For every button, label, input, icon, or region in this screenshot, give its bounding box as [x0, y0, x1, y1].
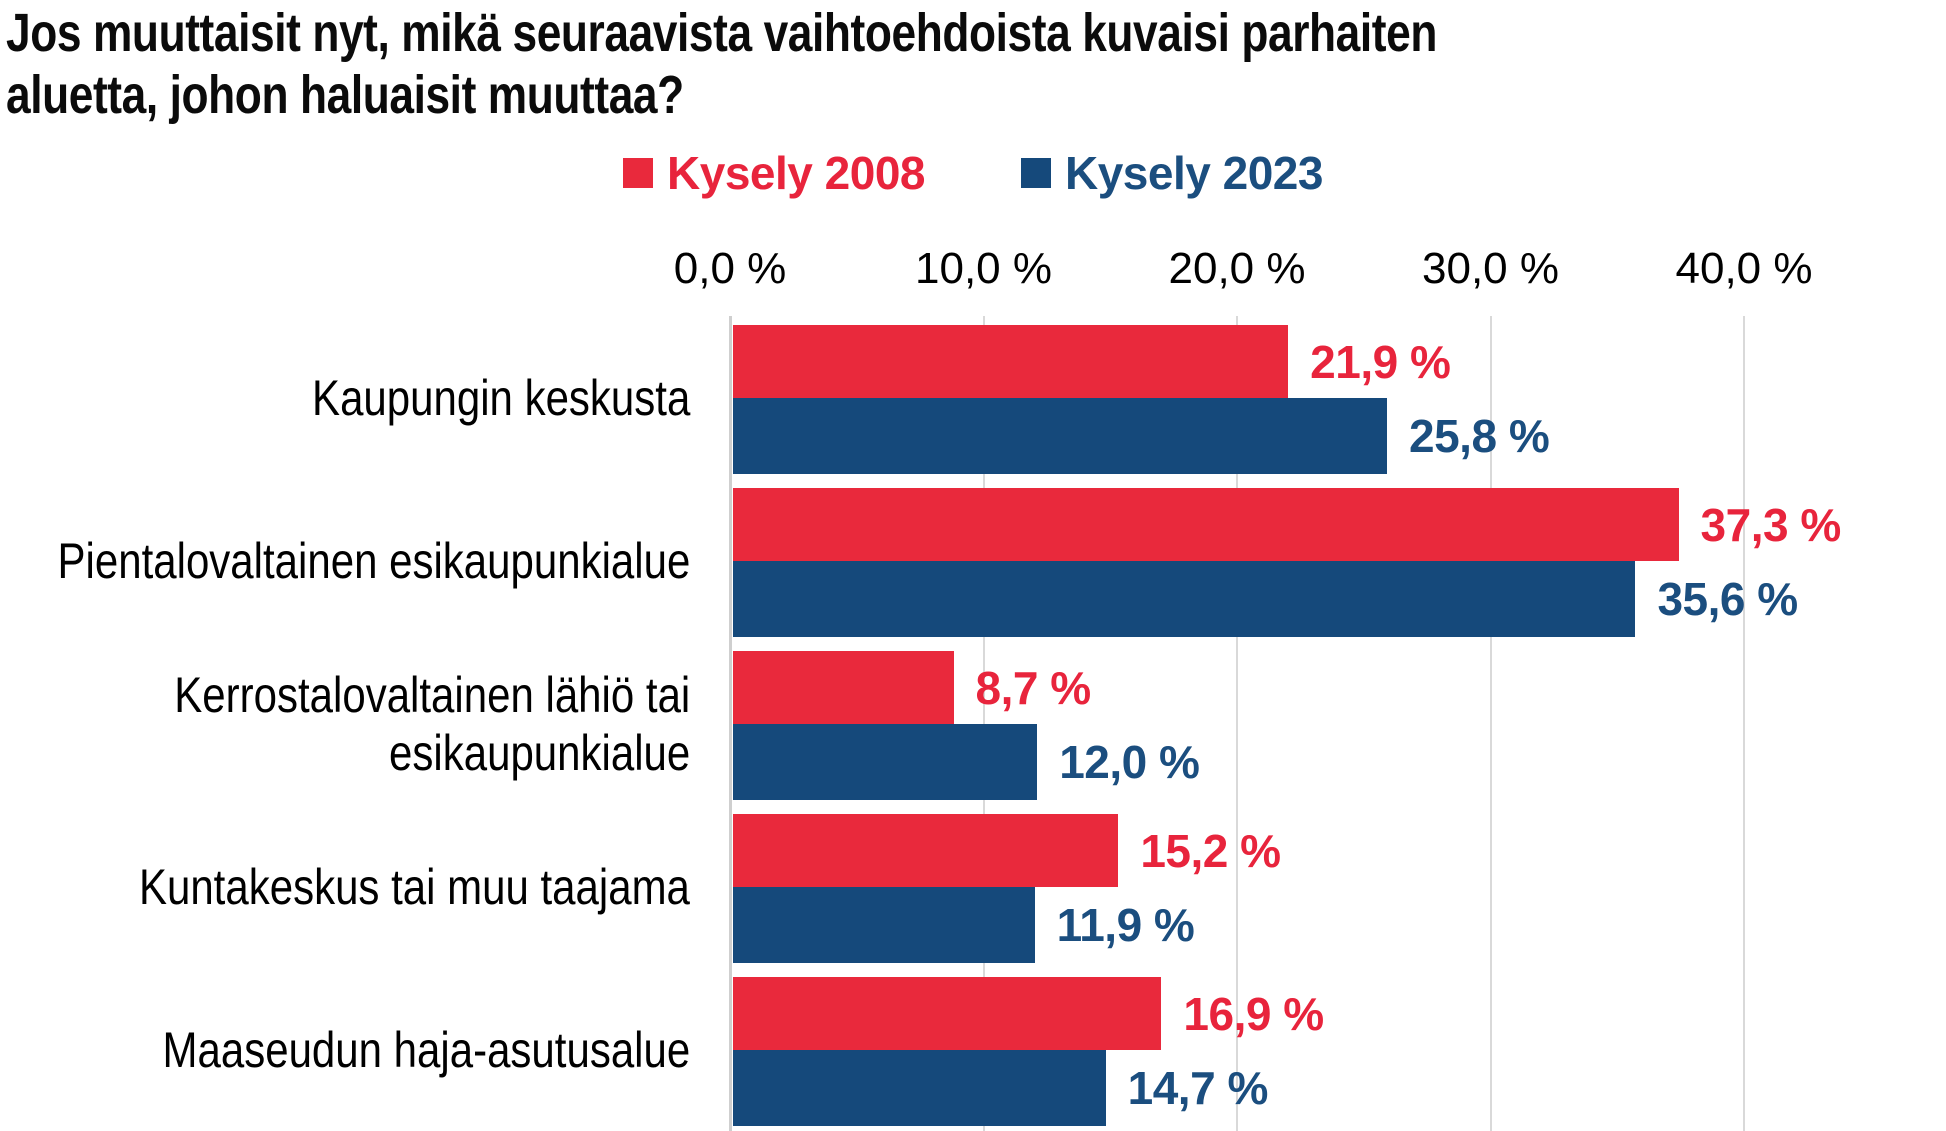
bar-kysely-2023-kuntakeskus-tai-muu-taajama	[733, 887, 1035, 963]
category-label-pientalovaltainen-esikaupunkialue: Pientalovaltainen esikaupunkialue	[0, 479, 690, 642]
x-tick-label-30: 30,0 %	[1422, 244, 1559, 293]
value-label-kysely-2008-maaseudun-haja-asutusalue: 16,9 %	[1183, 987, 1324, 1040]
value-label-kysely-2023-pientalovaltainen-esikaupunkialue: 35,6 %	[1657, 573, 1798, 625]
chart-title: Jos muuttaisit nyt, mikä seuraavista vai…	[6, 2, 1437, 126]
legend-item-kysely-2008: Kysely 2008	[623, 146, 925, 200]
bar-kysely-2023-kaupungin-keskusta	[733, 398, 1388, 474]
legend-swatch-icon	[1021, 158, 1051, 188]
gridline-10	[982, 316, 985, 1131]
category-label-text: Kaupungin keskusta	[311, 369, 690, 426]
category-label-kaupungin-keskusta: Kaupungin keskusta	[0, 316, 690, 479]
value-label-kysely-2008-kerrostalovaltainen-l-hi-tai-esikaupunkialue: 8,7 %	[975, 661, 1092, 714]
value-label-kysely-2008-pientalovaltainen-esikaupunkialue: 37,3 %	[1700, 498, 1842, 551]
category-label-kuntakeskus-tai-muu-taajama: Kuntakeskus tai muu taajama	[0, 805, 690, 968]
bar-kysely-2023-maaseudun-haja-asutusalue	[733, 1050, 1106, 1126]
bar-kysely-2008-maaseudun-haja-asutusalue	[733, 977, 1162, 1050]
gridline-40	[1743, 316, 1745, 1131]
legend: Kysely 2008 Kysely 2023	[0, 146, 1946, 200]
gridline-20	[1236, 316, 1238, 1131]
legend-item-kysely-2023: Kysely 2023	[1021, 146, 1323, 200]
bar-kysely-2023-pientalovaltainen-esikaupunkialue	[733, 561, 1636, 637]
category-label-maaseudun-haja-asutusalue: Maaseudun haja-asutusalue	[0, 968, 690, 1131]
x-tick-label-20: 20,0 %	[1168, 244, 1306, 293]
gridline-30	[1489, 316, 1492, 1131]
value-label-kysely-2023-kerrostalovaltainen-l-hi-tai-esikaupunkialue: 12,0 %	[1059, 736, 1200, 788]
value-label-kysely-2023-kaupungin-keskusta: 25,8 %	[1409, 410, 1550, 462]
bar-kysely-2008-kaupungin-keskusta	[733, 325, 1289, 398]
category-label-text: Kuntakeskus tai muu taajama	[139, 858, 690, 915]
category-label-kerrostalovaltainen-l-hi-tai-esikaupunkialue: Kerrostalovaltainen lähiö tai esikaupunki…	[0, 642, 690, 805]
value-label-kysely-2023-kuntakeskus-tai-muu-taajama: 11,9 %	[1056, 899, 1195, 951]
bar-kysely-2023-kerrostalovaltainen-l-hi-tai-esikaupunkialue	[733, 724, 1038, 800]
bar-kysely-2008-pientalovaltainen-esikaupunkialue	[733, 488, 1679, 561]
category-label-text: Kerrostalovaltainen lähiö tai esikaupunki…	[174, 666, 690, 781]
legend-swatch-icon	[623, 158, 654, 188]
value-label-kysely-2008-kuntakeskus-tai-muu-taajama: 15,2 %	[1140, 824, 1281, 877]
bar-kysely-2008-kerrostalovaltainen-l-hi-tai-esikaupunkialue	[733, 651, 954, 724]
title-line-1: Jos muuttaisit nyt, mikä seuraavista vai…	[6, 3, 1437, 63]
legend-label: Kysely 2008	[667, 147, 925, 199]
x-tick-label-0: 0,0 %	[673, 244, 787, 293]
category-label-text: Maaseudun haja-asutusalue	[162, 1021, 690, 1078]
value-label-kysely-2008-kaupungin-keskusta: 21,9 %	[1310, 335, 1451, 388]
bar-kysely-2008-kuntakeskus-tai-muu-taajama	[733, 814, 1119, 887]
title-line-2: aluetta, johon haluaisit muuttaa?	[6, 65, 684, 125]
category-label-text: Pientalovaltainen esikaupunkialue	[57, 532, 690, 589]
legend-label: Kysely 2023	[1065, 147, 1323, 199]
plot-area: Kaupungin keskusta 21,9 % 25,8 % Pientalova…	[0, 316, 1946, 1131]
y-axis-line	[728, 316, 732, 1131]
x-tick-label-40: 40,0 %	[1675, 244, 1813, 293]
x-tick-label-10: 10,0 %	[915, 244, 1052, 293]
value-label-kysely-2023-maaseudun-haja-asutusalue: 14,7 %	[1127, 1062, 1269, 1114]
